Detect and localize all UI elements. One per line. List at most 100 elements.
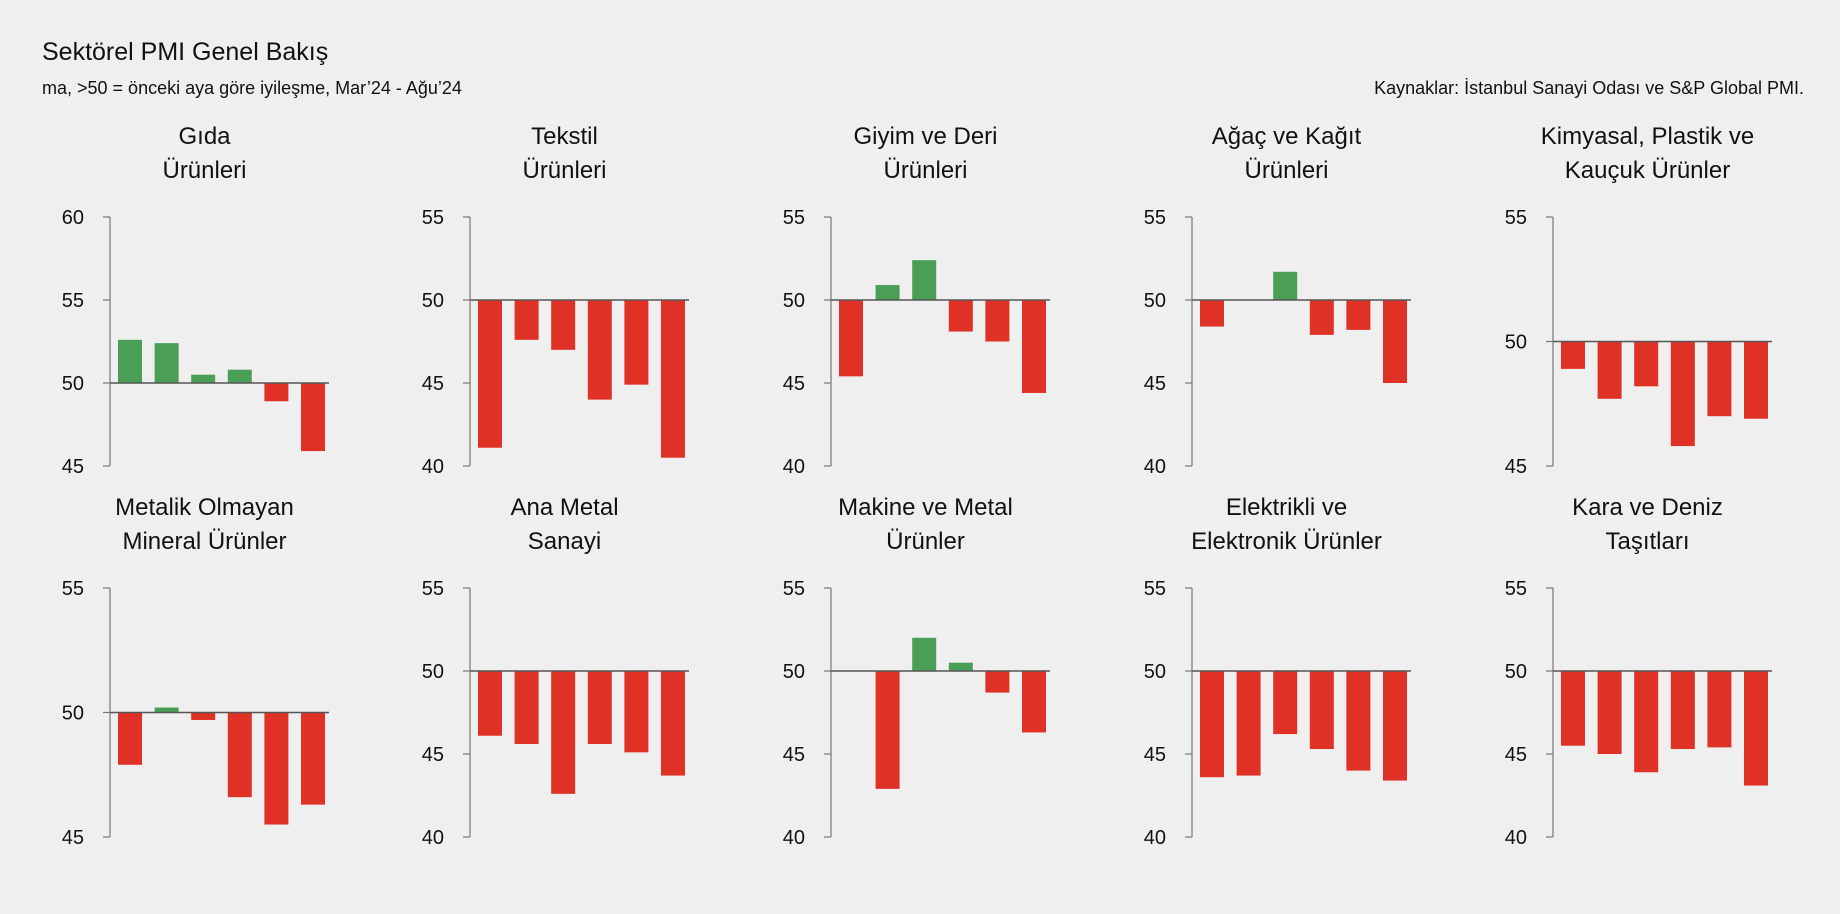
y-tick-label: 50 — [1505, 332, 1527, 354]
bar — [191, 712, 216, 720]
bar — [587, 671, 612, 745]
y-tick-label: 40 — [1144, 456, 1166, 478]
bar — [1634, 341, 1659, 387]
bar — [985, 671, 1010, 693]
bar — [1634, 671, 1659, 773]
y-tick-label: 55 — [422, 207, 444, 229]
panel-title: Ana Metal — [510, 494, 618, 521]
bar — [1744, 341, 1768, 419]
bar — [118, 712, 142, 765]
y-tick-label: 45 — [422, 373, 444, 395]
bar — [264, 712, 289, 825]
y-tick-label: 50 — [783, 661, 805, 683]
bar — [1022, 671, 1046, 733]
panel-title: Ürünleri — [162, 157, 246, 184]
y-tick-label: 45 — [1505, 744, 1527, 766]
y-tick-label: 55 — [1505, 578, 1527, 600]
y-tick-label: 50 — [422, 290, 444, 312]
bar — [1346, 671, 1371, 771]
y-tick-label: 55 — [1144, 207, 1166, 229]
bar — [1561, 671, 1585, 746]
bar — [551, 300, 576, 350]
bar — [227, 369, 252, 383]
source-note: Kaynaklar: İstanbul Sanayi Odası ve S&P … — [1374, 78, 1804, 98]
bar — [301, 712, 325, 805]
bar — [1309, 300, 1334, 335]
bar — [514, 300, 539, 340]
y-tick-label: 55 — [783, 207, 805, 229]
y-tick-label: 50 — [1505, 661, 1527, 683]
bar — [154, 707, 179, 713]
panel-title: Ağaç ve Kağıt — [1212, 123, 1362, 150]
y-tick-label: 45 — [1505, 456, 1527, 478]
bar — [1744, 671, 1768, 786]
panel-title: Ürünleri — [522, 157, 606, 184]
bar — [1383, 671, 1407, 781]
y-tick-label: 40 — [1505, 827, 1527, 849]
bar — [1383, 300, 1407, 383]
bar — [875, 671, 900, 789]
panel-title: Tekstil — [531, 123, 598, 150]
y-tick-label: 45 — [422, 744, 444, 766]
panel-title: Giyim ve Deri — [853, 123, 997, 150]
bar — [587, 300, 612, 400]
y-tick-label: 40 — [783, 827, 805, 849]
y-tick-label: 60 — [62, 207, 84, 229]
bar — [624, 300, 649, 385]
panel-title: Sanayi — [528, 528, 601, 555]
bar — [661, 671, 685, 776]
bar — [912, 637, 937, 671]
y-tick-label: 50 — [62, 373, 84, 395]
bar — [514, 671, 539, 745]
y-tick-label: 40 — [422, 827, 444, 849]
y-tick-label: 50 — [1144, 661, 1166, 683]
bar — [1200, 671, 1224, 778]
bar — [478, 671, 502, 736]
bar — [1022, 300, 1046, 393]
y-tick-label: 50 — [422, 661, 444, 683]
bar — [1707, 341, 1732, 417]
y-tick-label: 45 — [783, 373, 805, 395]
bar — [661, 300, 685, 458]
bar — [1597, 341, 1622, 399]
bar — [264, 383, 289, 402]
panel-title: Elektrikli ve — [1226, 494, 1347, 521]
y-tick-label: 55 — [62, 290, 84, 312]
bar — [1236, 671, 1261, 776]
bar — [478, 300, 502, 448]
panel-title: Ürünleri — [883, 157, 967, 184]
bar — [948, 662, 973, 671]
panel-title: Kauçuk Ürünler — [1565, 157, 1730, 184]
panel-title: Gıda — [178, 123, 231, 150]
y-tick-label: 45 — [1144, 373, 1166, 395]
panel-title: Mineral Ürünler — [122, 528, 286, 555]
bar — [948, 300, 973, 332]
bar — [551, 671, 576, 794]
y-tick-label: 45 — [62, 456, 84, 478]
panel-title: Kara ve Deniz — [1572, 494, 1723, 521]
y-tick-label: 55 — [62, 578, 84, 600]
panel-title: Kimyasal, Plastik ve — [1541, 123, 1754, 150]
bar — [1273, 671, 1298, 735]
y-tick-label: 40 — [783, 456, 805, 478]
bar — [1670, 341, 1695, 447]
y-tick-label: 50 — [1144, 290, 1166, 312]
y-tick-label: 55 — [422, 578, 444, 600]
y-tick-label: 55 — [1144, 578, 1166, 600]
panel-title: Elektronik Ürünler — [1191, 528, 1382, 555]
bar — [1346, 300, 1371, 330]
y-tick-label: 45 — [62, 827, 84, 849]
bar — [154, 343, 179, 383]
panel-title: Metalik Olmayan — [115, 494, 294, 521]
y-tick-label: 40 — [422, 456, 444, 478]
page-subtitle: ma, >50 = önceki aya göre iyileşme, Mar’… — [42, 78, 462, 98]
y-tick-label: 50 — [783, 290, 805, 312]
bar — [301, 383, 325, 452]
panel-title: Taşıtları — [1605, 528, 1689, 555]
bar — [985, 300, 1010, 342]
bar — [624, 671, 649, 753]
bar — [1597, 671, 1622, 754]
y-tick-label: 50 — [62, 703, 84, 725]
y-tick-label: 45 — [1144, 744, 1166, 766]
